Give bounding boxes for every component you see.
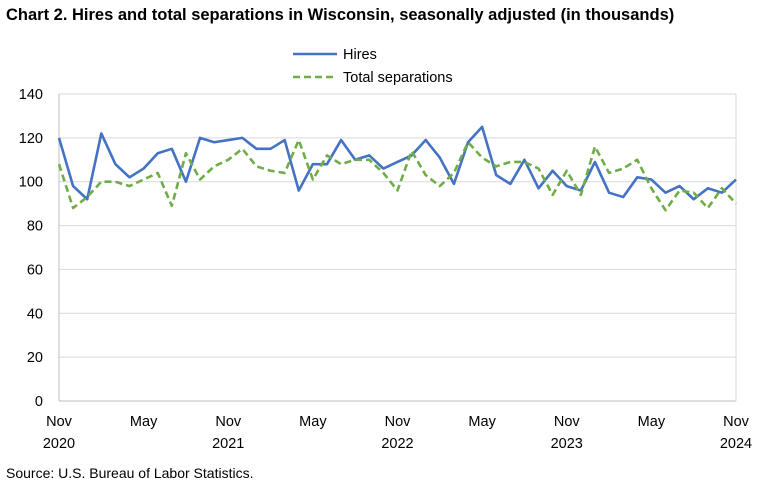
x-tick-label: May xyxy=(130,414,158,430)
x-tick-label: May xyxy=(299,414,327,430)
series-lines xyxy=(57,125,737,212)
y-tick-label: 0 xyxy=(35,394,43,410)
y-axis-ticks: 0 20 40 60 80 100 120 140 xyxy=(19,87,43,410)
legend-separations-label: Total separations xyxy=(343,70,453,86)
y-tick-label: 100 xyxy=(19,175,43,191)
x-tick-label: Nov xyxy=(385,414,412,430)
x-axis-ticks: Nov 2020 May Nov 2021 May Nov 2022 May Nov 2023 May… xyxy=(43,414,752,452)
x-tick-year-label: 2020 xyxy=(43,436,75,452)
y-tick-label: 20 xyxy=(27,350,43,366)
y-tick-label: 60 xyxy=(27,262,43,278)
source-note: Source: U.S. Bureau of Labor Statistics. xyxy=(6,465,254,481)
x-tick-label: May xyxy=(468,414,496,430)
x-tick-label: Nov xyxy=(554,414,581,430)
chart-title: Chart 2. Hires and total separations in … xyxy=(6,6,675,24)
y-tick-label: 120 xyxy=(19,131,43,147)
x-tick-year-label: 2024 xyxy=(720,436,752,452)
x-tick-label: Nov xyxy=(723,414,750,430)
total-separations-line xyxy=(57,138,737,212)
x-tick-year-label: 2022 xyxy=(381,436,413,452)
x-tick-year-label: 2023 xyxy=(551,436,583,452)
y-tick-label: 140 xyxy=(19,87,43,103)
axes xyxy=(58,94,737,402)
x-tick-label: Nov xyxy=(215,414,242,430)
hires-line xyxy=(57,125,737,201)
legend-hires-label: Hires xyxy=(343,47,377,63)
x-tick-label: May xyxy=(638,414,666,430)
legend: Hires Total separations xyxy=(293,47,453,86)
y-tick-label: 80 xyxy=(27,219,43,235)
x-tick-year-label: 2021 xyxy=(212,436,244,452)
y-tick-label: 40 xyxy=(27,306,43,322)
gridlines xyxy=(59,93,736,358)
x-tick-label: Nov xyxy=(46,414,73,430)
